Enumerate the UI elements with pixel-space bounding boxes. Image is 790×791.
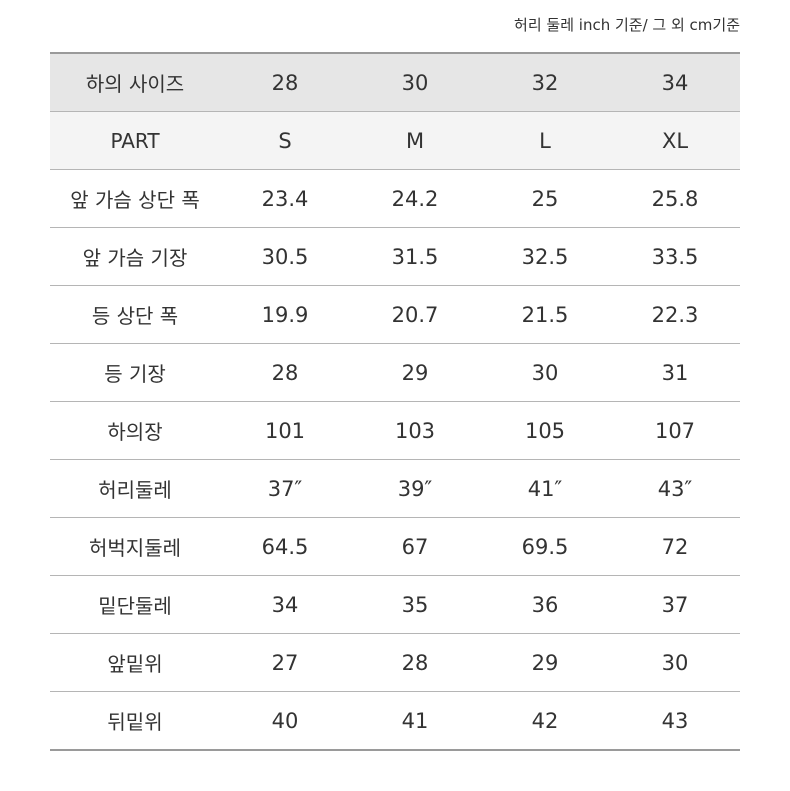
table-body: 하의 사이즈 28 30 32 34 PART S M L XL 앞 가슴 상단 폭 23.4 24.2… [50, 53, 740, 751]
table-cell: M [350, 111, 480, 170]
table-cell: 36 [480, 575, 610, 634]
table-cell: 43″ [610, 459, 740, 518]
table-cell: 19.9 [220, 285, 350, 344]
table-cell: 72 [610, 517, 740, 576]
table-cell: 31 [610, 343, 740, 402]
table-cell: 25 [480, 169, 610, 228]
table-cell: 등 상단 폭 [50, 285, 220, 344]
table-cell: 30.5 [220, 227, 350, 286]
table-cell: 밑단둘레 [50, 575, 220, 634]
table-cell: 101 [220, 401, 350, 460]
table-row: 등 기장 28 29 30 31 [50, 343, 740, 402]
table-cell: 41 [350, 691, 480, 751]
table-cell: 22.3 [610, 285, 740, 344]
table-row: 앞 가슴 상단 폭 23.4 24.2 25 25.8 [50, 169, 740, 228]
table-cell: 앞 가슴 상단 폭 [50, 169, 220, 228]
table-cell: 67 [350, 517, 480, 576]
table-cell: 32.5 [480, 227, 610, 286]
table-cell: 앞 가슴 기장 [50, 227, 220, 286]
table-cell: 42 [480, 691, 610, 751]
table-cell: 34 [220, 575, 350, 634]
table-cell: 32 [480, 53, 610, 112]
table-cell: 34 [610, 53, 740, 112]
table-cell: 25.8 [610, 169, 740, 228]
table-cell: 33.5 [610, 227, 740, 286]
table-cell: 30 [350, 53, 480, 112]
table-row: 앞 가슴 기장 30.5 31.5 32.5 33.5 [50, 227, 740, 286]
table-cell: L [480, 111, 610, 170]
table-cell: 28 [350, 633, 480, 692]
table-row: 뒤밑위 40 41 42 43 [50, 691, 740, 751]
table-cell: 28 [220, 343, 350, 402]
table-cell: S [220, 111, 350, 170]
table-cell: 21.5 [480, 285, 610, 344]
table-cell: 103 [350, 401, 480, 460]
table-cell: 43 [610, 691, 740, 751]
table-cell: 41″ [480, 459, 610, 518]
table-cell: 37 [610, 575, 740, 634]
table-cell: XL [610, 111, 740, 170]
unit-note: 허리 둘레 inch 기준/ 그 외 cm기준 [514, 16, 740, 34]
table-cell: 하의장 [50, 401, 220, 460]
table-cell: PART [50, 111, 220, 170]
table-cell: 29 [480, 633, 610, 692]
table-cell: 39″ [350, 459, 480, 518]
table-cell: 뒤밑위 [50, 691, 220, 751]
table-row: 허리둘레 37″ 39″ 41″ 43″ [50, 459, 740, 518]
table-cell: 30 [480, 343, 610, 402]
table-cell: 37″ [220, 459, 350, 518]
table-cell: 20.7 [350, 285, 480, 344]
table-cell: 30 [610, 633, 740, 692]
table-cell: 29 [350, 343, 480, 402]
table-cell: 앞밑위 [50, 633, 220, 692]
table-cell: 31.5 [350, 227, 480, 286]
table-row: 하의 사이즈 28 30 32 34 [50, 53, 740, 112]
table-cell: 64.5 [220, 517, 350, 576]
table-cell: 28 [220, 53, 350, 112]
table-cell: 69.5 [480, 517, 610, 576]
table-cell: 40 [220, 691, 350, 751]
table-row: 하의장 101 103 105 107 [50, 401, 740, 460]
table-row: PART S M L XL [50, 111, 740, 170]
table-cell: 27 [220, 633, 350, 692]
size-table: 하의 사이즈 28 30 32 34 PART S M L XL 앞 가슴 상단 폭 23.4 24.2… [50, 52, 740, 751]
table-cell: 허리둘레 [50, 459, 220, 518]
table-cell: 23.4 [220, 169, 350, 228]
table-cell: 24.2 [350, 169, 480, 228]
table-row: 등 상단 폭 19.9 20.7 21.5 22.3 [50, 285, 740, 344]
table-row: 허벅지둘레 64.5 67 69.5 72 [50, 517, 740, 576]
table-cell: 105 [480, 401, 610, 460]
table-row: 앞밑위 27 28 29 30 [50, 633, 740, 692]
table-cell: 등 기장 [50, 343, 220, 402]
table-cell: 허벅지둘레 [50, 517, 220, 576]
table-cell: 35 [350, 575, 480, 634]
table-cell: 107 [610, 401, 740, 460]
table-cell: 하의 사이즈 [50, 53, 220, 112]
table-row: 밑단둘레 34 35 36 37 [50, 575, 740, 634]
